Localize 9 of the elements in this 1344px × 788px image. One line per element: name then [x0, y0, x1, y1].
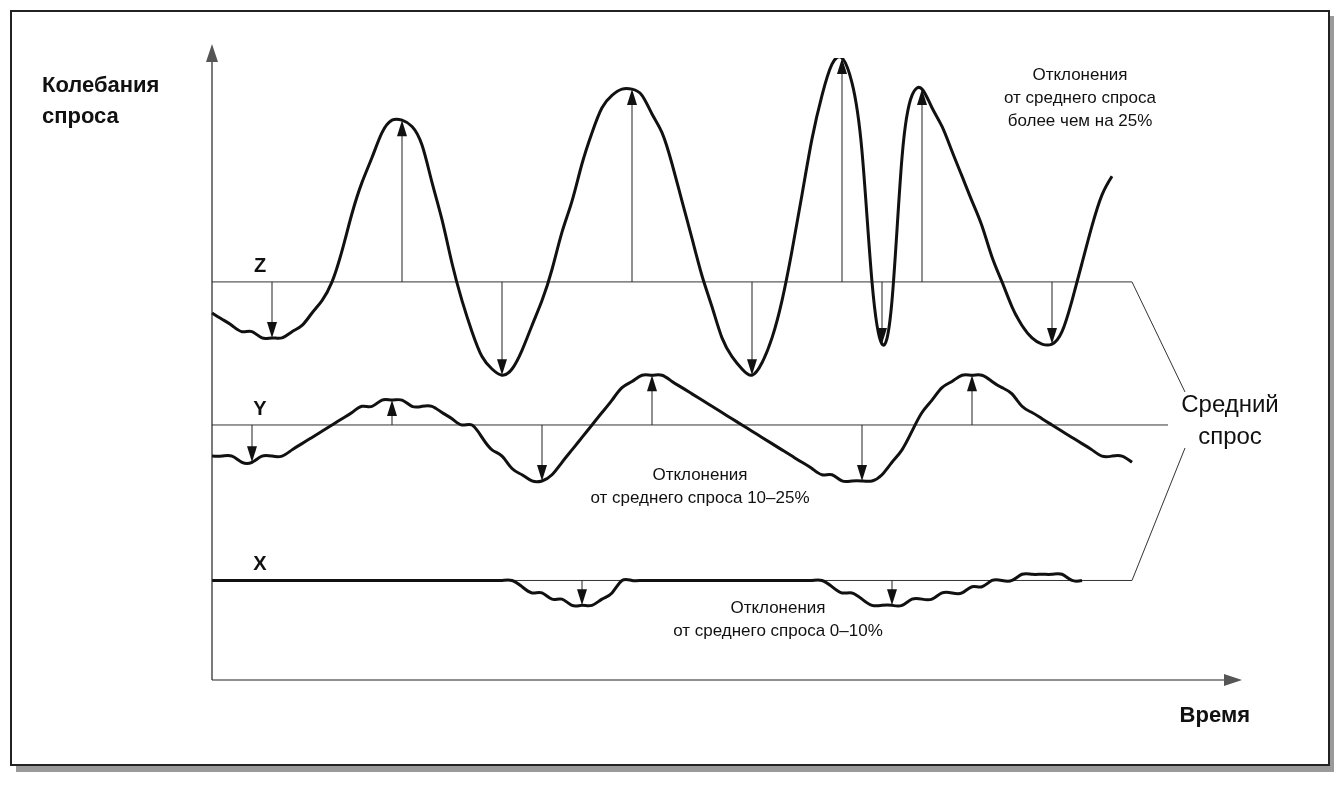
annotation: Отклонения от среднего спроса более чем на 25% [1004, 65, 1157, 130]
ref-line-label: X [253, 552, 268, 575]
annotation: Отклонения от среднего спроса 0–10% [673, 598, 883, 640]
x-axis-title: Время [1179, 702, 1250, 727]
annotation: Средний спрос [1181, 390, 1279, 449]
y-axis-title: Колебания спроса [42, 72, 160, 128]
ref-line-label: Z [253, 253, 267, 276]
annotation: Отклонения от среднего спроса 10–25% [590, 465, 810, 507]
ref-line-label: Y [253, 396, 268, 419]
